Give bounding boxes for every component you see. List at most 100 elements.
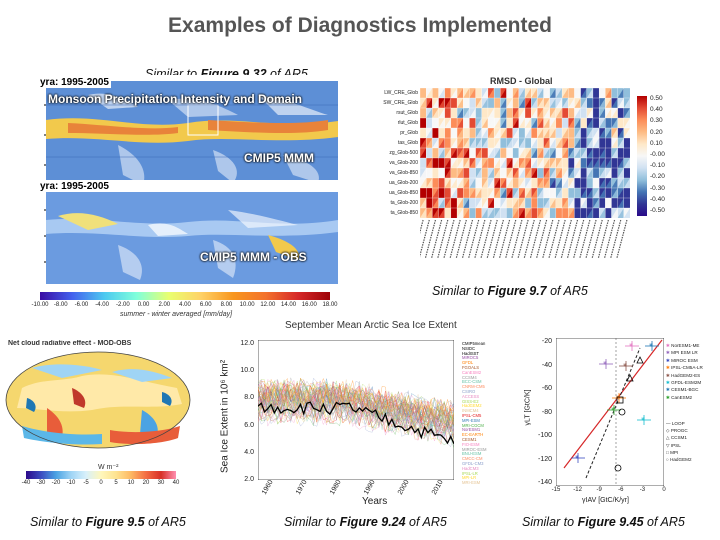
rmsd-cell-half (568, 208, 575, 218)
rmsd-cell-half (599, 158, 606, 168)
scatter-marker (614, 464, 622, 472)
rmsd-cell-half (420, 88, 427, 98)
svg-text:*: * (629, 342, 633, 351)
rmsd-cell-half (444, 108, 451, 118)
rmsd-column-label-mark (585, 219, 597, 259)
scatter-caption: Similar to Figure 9.45 of AR5 (522, 515, 685, 529)
rmsd-cell-half (599, 108, 606, 118)
rmsd-cell-half (592, 88, 600, 98)
rmsd-column-label-mark (597, 219, 609, 259)
rmsd-cell-half (574, 158, 581, 168)
rmsd-cell-half (611, 98, 618, 108)
rmsd-cell-half (531, 188, 538, 198)
rmsd-cell-half (420, 168, 427, 178)
rmsd-cell (623, 207, 630, 218)
rmsd-cell-half (617, 118, 624, 128)
rmsd-cell-half (574, 168, 581, 178)
rmsd-cell-half (555, 178, 563, 188)
seaice-model-line (258, 404, 454, 442)
rmsd-column-label-mark (511, 219, 523, 259)
rmsd-cell-half (481, 208, 488, 218)
rmsd-column-label-mark (529, 219, 542, 259)
rmsd-cell-half (444, 138, 451, 148)
monsoon-colorbar-tick: -4.00 (95, 302, 109, 308)
monsoon-colorbar-tick: 14.00 (281, 302, 297, 308)
rmsd-heatmap (420, 88, 630, 218)
scatter-legend-label: IPSL-CM5A-LR (671, 365, 703, 371)
rmsd-cell-half (599, 208, 606, 218)
rmsd-cell-half (549, 188, 556, 198)
rmsd-cell-half (543, 128, 550, 138)
cloud-colorbar-tick: -10 (66, 480, 76, 486)
rmsd-cell-half (599, 148, 606, 158)
scatter-legend-markers: — LOOP ◇ PROGC △ CCSM1 ▽ IPSL □ MPI ○ HadGEM2 (666, 420, 720, 486)
rmsd-cell-half (592, 148, 600, 158)
rmsd-cell-half (574, 178, 581, 188)
seaice-ytick: 10.0 (240, 367, 254, 375)
rmsd-cell-half (617, 158, 624, 168)
rmsd-row-label: ua_Glob-850 (389, 190, 418, 196)
rmsd-cell-half (481, 138, 488, 148)
seaice-legend-item: CESM1 (462, 436, 477, 442)
rmsd-cell-half (549, 198, 556, 208)
rmsd-cell-half (487, 98, 495, 108)
rmsd-cell-half (599, 98, 606, 108)
scatter-legend-marker-label: CCSM1 (670, 435, 687, 441)
slide-title: Examples of Diagnostics Implemented (168, 14, 552, 37)
rmsd-cell-half (438, 108, 445, 118)
rmsd-cell-half (500, 138, 507, 148)
rmsd-cell-half (592, 178, 600, 188)
rmsd-cell-half (543, 178, 550, 188)
scatter-point: * (599, 359, 613, 369)
rmsd-cell-half (568, 88, 575, 98)
rmsd-legend-ticks: 0.50 0.40 0.30 0.20 0.10 -0.00 -0.10 -0.20 -0.30… (650, 95, 690, 219)
scatter-legend-marker-label: HadGEM2 (670, 457, 692, 463)
marker-symbol-icon: ▽ (666, 442, 671, 448)
rmsd-cell-half (611, 138, 618, 148)
rmsd-cell-half (568, 138, 575, 148)
rmsd-cell-half (574, 138, 581, 148)
asterisk-icon: ✱ (666, 350, 672, 356)
seaice-legend-item: ACCESS (462, 393, 480, 399)
rmsd-cell-half (543, 148, 550, 158)
scatter-ytick: -120 (537, 455, 552, 463)
seaice-legend: CMIP5mean NSIDC HadISST MIROC5 GFDL FGOALS Can… (462, 341, 518, 492)
scatter-plot: *** ***** (556, 338, 664, 486)
rmsd-cell-half (568, 168, 575, 178)
rmsd-cell-half (599, 88, 606, 98)
cloud-colorbar-ticks: -40 -30 -20 -10 -5 0 5 10 20 30 40 (22, 480, 180, 488)
rmsd-cell-half (611, 178, 618, 188)
monsoon-colorbar-tick: -6.00 (74, 302, 89, 308)
monsoon-colorbar-tick: 12.00 (260, 302, 276, 308)
rmsd-row-label: zg_Glob-500 (389, 150, 418, 156)
seaice-xtick: 1970 (294, 479, 309, 496)
cloud-colorbar-tick: 0 (99, 480, 103, 486)
scatter-point: * (637, 415, 651, 425)
scatter-ylabel: γLT [GtC/K] (524, 389, 532, 426)
scatter-fit-line (563, 339, 663, 469)
rmsd-cell-half (611, 168, 618, 178)
scatter-marker (626, 374, 634, 382)
rmsd-cell-half (555, 108, 563, 118)
rmsd-cell-half (611, 128, 618, 138)
seaice-legend-item: IPSL-CM5 (462, 412, 482, 418)
rmsd-cell-half (512, 118, 519, 128)
rmsd-row-label: ta_Glob-850 (390, 210, 418, 216)
rmsd-cell-half (438, 178, 445, 188)
cloud-colorbar-tick: -20 (51, 480, 61, 486)
seaice-model-line (258, 394, 454, 435)
monsoon-bottom-map: yra: 1995-2005 CMIP5 MMM - OBS (28, 180, 340, 290)
rmsd-cell-half (555, 188, 563, 198)
scatter-legend-marker-item: ○ HadGEM2 (666, 456, 720, 463)
rmsd-cell-half (549, 138, 556, 148)
rmsd-cell-half (568, 118, 575, 128)
rmsd-cell-half (438, 198, 445, 208)
rmsd-cell-half (531, 138, 538, 148)
scatter-legend-marker-item: □ MPI (666, 449, 720, 456)
rmsd-cell-half (568, 158, 575, 168)
rmsd-cell-half (574, 188, 581, 198)
rmsd-cell-half (500, 98, 507, 108)
rmsd-cell-half (487, 138, 495, 148)
scatter-legend-label: NorESM1-ME (671, 343, 700, 348)
rmsd-cell-half (592, 208, 600, 218)
